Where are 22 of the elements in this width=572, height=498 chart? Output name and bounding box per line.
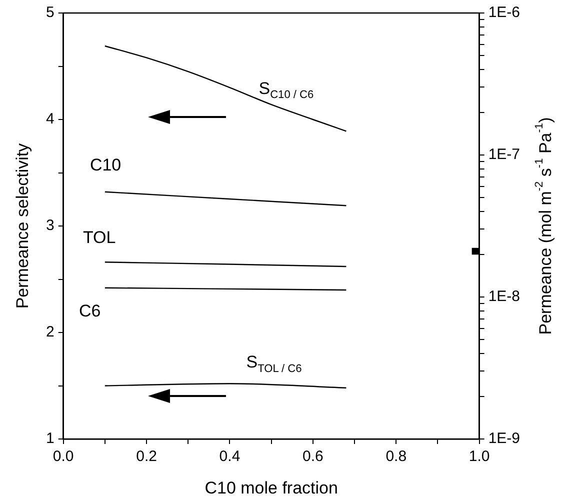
y-tick-label: 5 — [46, 4, 54, 22]
series-label: C6 — [78, 302, 101, 321]
x-tick-label: 0.8 — [386, 448, 407, 466]
x-tick-label: 0.4 — [219, 448, 240, 466]
y-tick-label: 3 — [46, 217, 54, 234]
x-tick-label: 0.6 — [302, 448, 324, 466]
y-tick-label: 4 — [46, 110, 54, 128]
y2-tick-label: 1E-6 — [488, 4, 520, 22]
y-tick-label: 1 — [46, 430, 54, 448]
series-label: C10 — [90, 156, 122, 175]
line-series — [104, 45, 347, 132]
x-tick-label: 1.0 — [468, 448, 490, 466]
y2-tick-label: 1E-7 — [488, 146, 520, 164]
y2-tick-label: 1E-9 — [488, 430, 520, 448]
y2-tick-label: 1E-8 — [488, 288, 520, 306]
y-tick-label: 2 — [46, 324, 54, 341]
x-axis-title: C10 mole fraction — [204, 478, 338, 498]
x-tick-label: 0.0 — [52, 448, 74, 466]
series-label: TOL — [82, 228, 116, 247]
x-tick-label: 0.2 — [136, 448, 157, 466]
y2-axis-title: Permeance (mol m-2 s-1 Pa-1) — [534, 117, 556, 335]
y-axis-title: Permeance selectivity — [13, 142, 32, 309]
